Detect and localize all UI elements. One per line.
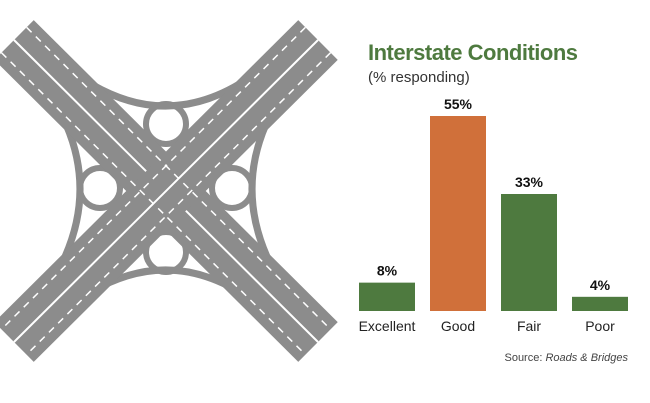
loop-ramp [209, 165, 255, 211]
category-label-good: Good [441, 318, 475, 334]
lane-marking [0, 52, 306, 356]
lane-marking [26, 52, 332, 356]
value-label-excellent: 8% [377, 263, 398, 279]
chart-subtitle: (% responding) [368, 69, 470, 86]
category-label-fair: Fair [517, 318, 541, 334]
source-prefix: Source: [504, 352, 546, 364]
value-label-poor: 4% [590, 277, 611, 293]
highway-divider [13, 39, 319, 343]
lane-marking [26, 26, 332, 330]
source-note: Source: Roads & Bridges [504, 352, 628, 364]
category-label-excellent: Excellent [359, 318, 416, 334]
cloverleaf-interchange-icon [0, 20, 338, 362]
loop-ramp [143, 101, 189, 147]
lane-marking [0, 26, 306, 330]
bar-good [430, 116, 486, 311]
source-publication: Roads & Bridges [545, 352, 628, 364]
category-label-poor: Poor [585, 318, 615, 334]
bar-poor [572, 296, 628, 311]
loop-ramp [143, 229, 189, 275]
bar-excellent [359, 282, 415, 311]
value-label-good: 55% [444, 96, 473, 112]
loop-ramp [77, 165, 123, 211]
bar-fair [501, 194, 557, 311]
value-label-fair: 33% [515, 174, 544, 190]
chart-title: Interstate Conditions [368, 40, 578, 65]
